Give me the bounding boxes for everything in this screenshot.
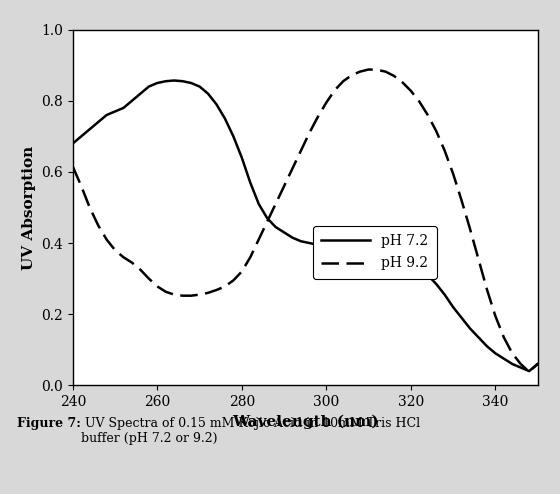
pH 7.2 [365, 256, 372, 262]
pH 9.2 [357, 69, 363, 75]
Y-axis label: UV Absorption: UV Absorption [22, 145, 36, 270]
pH 9.2 [239, 269, 245, 275]
Legend: pH 7.2, pH 9.2: pH 7.2, pH 9.2 [313, 226, 437, 279]
pH 9.2 [433, 128, 440, 134]
X-axis label: Wavelength (nm): Wavelength (nm) [232, 414, 379, 429]
pH 9.2 [78, 183, 85, 189]
pH 7.2 [247, 180, 254, 186]
pH 7.2 [526, 368, 533, 374]
pH 9.2 [382, 69, 389, 75]
pH 7.2 [382, 256, 389, 262]
pH 7.2 [433, 281, 440, 287]
pH 7.2 [534, 361, 541, 367]
pH 9.2 [332, 87, 338, 93]
pH 9.2 [526, 369, 533, 375]
pH 7.2 [340, 249, 347, 255]
pH 9.2 [534, 361, 541, 367]
pH 9.2 [69, 164, 76, 169]
Text: Figure 7:: Figure 7: [17, 417, 81, 430]
Line: pH 9.2: pH 9.2 [73, 70, 538, 372]
Line: pH 7.2: pH 7.2 [73, 81, 538, 371]
pH 9.2 [365, 67, 372, 73]
Text: UV Spectra of 0.15 mM Kojic Acid in 10mM Tris HCl
buffer (pH 7.2 or 9.2): UV Spectra of 0.15 mM Kojic Acid in 10mM… [81, 417, 421, 446]
pH 7.2 [171, 78, 178, 83]
pH 7.2 [78, 133, 85, 139]
pH 7.2 [69, 140, 76, 146]
